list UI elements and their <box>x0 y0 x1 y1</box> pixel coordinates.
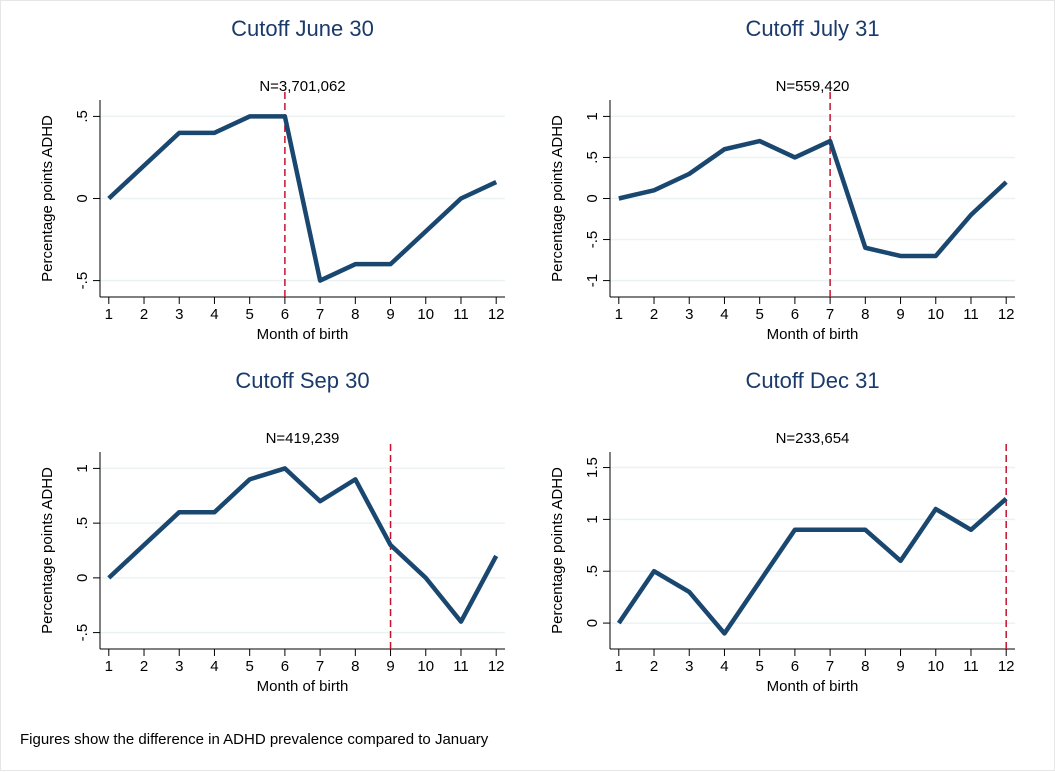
data-line <box>618 138 1008 259</box>
x-tick-label: 6 <box>791 306 799 323</box>
x-tick-label: 11 <box>453 306 469 323</box>
x-tick-label: 7 <box>826 658 834 675</box>
x-tick-label: 7 <box>316 306 324 323</box>
y-tick-label: 1 <box>584 112 601 120</box>
chart-subtitle: N=559,420 <box>776 78 850 95</box>
y-tick-label: -.5 <box>74 272 91 290</box>
x-tick-label: 1 <box>105 306 113 323</box>
x-tick-label: 1 <box>615 306 623 323</box>
x-axis-label: Month of birth <box>257 326 349 343</box>
x-tick-label: 11 <box>963 658 979 675</box>
x-tick-label: 10 <box>417 306 434 323</box>
x-tick-label: 5 <box>756 658 764 675</box>
x-axis-label: Month of birth <box>257 678 349 695</box>
y-tick-label: 1 <box>584 515 601 523</box>
x-tick-label: 10 <box>927 658 944 675</box>
y-tick-label: 1.5 <box>584 457 601 478</box>
x-tick-label: 7 <box>826 306 834 323</box>
x-tick-label: 4 <box>210 658 218 675</box>
chart-title: Cutoff June 30 <box>231 16 374 41</box>
data-line <box>616 496 1008 636</box>
x-tick-label: 2 <box>140 658 148 675</box>
x-tick-label: 9 <box>386 306 394 323</box>
chart-subtitle: N=233,654 <box>776 430 850 447</box>
x-tick-label: 12 <box>488 658 505 675</box>
x-tick-label: 4 <box>720 306 728 323</box>
y-tick-label: -.5 <box>74 624 91 642</box>
x-tick-label: 5 <box>756 306 764 323</box>
chart-subtitle: N=419,239 <box>266 430 340 447</box>
y-axis-label: Percentage points ADHD <box>39 467 56 634</box>
x-tick-label: 5 <box>246 658 254 675</box>
x-tick-label: 8 <box>351 658 359 675</box>
data-line <box>107 466 499 624</box>
y-tick-label: .5 <box>74 110 91 123</box>
y-tick-label: 0 <box>74 194 91 202</box>
x-tick-label: 1 <box>105 658 113 675</box>
y-tick-label: -.5 <box>584 231 601 249</box>
chart-subtitle: N=3,701,062 <box>259 78 345 95</box>
x-tick-label: 6 <box>791 658 799 675</box>
y-tick-label: -1 <box>584 274 601 287</box>
x-tick-label: 3 <box>175 658 183 675</box>
chart-title: Cutoff July 31 <box>745 16 879 41</box>
x-tick-label: 9 <box>896 306 904 323</box>
x-tick-label: 8 <box>861 306 869 323</box>
data-line <box>107 114 498 283</box>
x-tick-label: 12 <box>998 658 1015 675</box>
x-tick-label: 11 <box>453 658 469 675</box>
y-tick-label: 0 <box>584 619 601 627</box>
x-axis-label: Month of birth <box>767 326 859 343</box>
x-tick-label: 4 <box>210 306 218 323</box>
x-tick-label: 11 <box>963 306 979 323</box>
x-tick-label: 10 <box>417 658 434 675</box>
x-tick-label: 5 <box>246 306 254 323</box>
x-tick-label: 6 <box>281 306 289 323</box>
chart-title: Cutoff Dec 31 <box>745 368 879 393</box>
chart-title: Cutoff Sep 30 <box>235 368 369 393</box>
x-tick-label: 12 <box>488 306 505 323</box>
x-tick-label: 2 <box>650 658 658 675</box>
x-tick-label: 3 <box>685 658 693 675</box>
x-tick-label: 2 <box>650 306 658 323</box>
x-axis-label: Month of birth <box>767 678 859 695</box>
x-tick-label: 7 <box>316 658 324 675</box>
y-tick-label: 0 <box>584 194 601 202</box>
y-axis-label: Percentage points ADHD <box>549 467 566 634</box>
y-tick-label: .5 <box>584 151 601 164</box>
x-tick-label: 9 <box>386 658 394 675</box>
x-tick-label: 4 <box>720 658 728 675</box>
y-tick-label: 0 <box>74 574 91 582</box>
x-tick-label: 8 <box>351 306 359 323</box>
x-tick-label: 8 <box>861 658 869 675</box>
x-tick-label: 6 <box>281 658 289 675</box>
x-tick-label: 3 <box>175 306 183 323</box>
x-tick-label: 9 <box>896 658 904 675</box>
y-axis-label: Percentage points ADHD <box>549 115 566 282</box>
y-axis-label: Percentage points ADHD <box>39 115 56 282</box>
x-tick-label: 2 <box>140 306 148 323</box>
y-tick-label: .5 <box>74 517 91 530</box>
x-tick-label: 12 <box>998 306 1015 323</box>
x-tick-label: 10 <box>927 306 944 323</box>
caption: Figures show the difference in ADHD prev… <box>20 731 489 748</box>
y-tick-label: .5 <box>584 565 601 578</box>
x-tick-label: 1 <box>615 658 623 675</box>
y-tick-label: 1 <box>74 464 91 472</box>
x-tick-label: 3 <box>685 306 693 323</box>
